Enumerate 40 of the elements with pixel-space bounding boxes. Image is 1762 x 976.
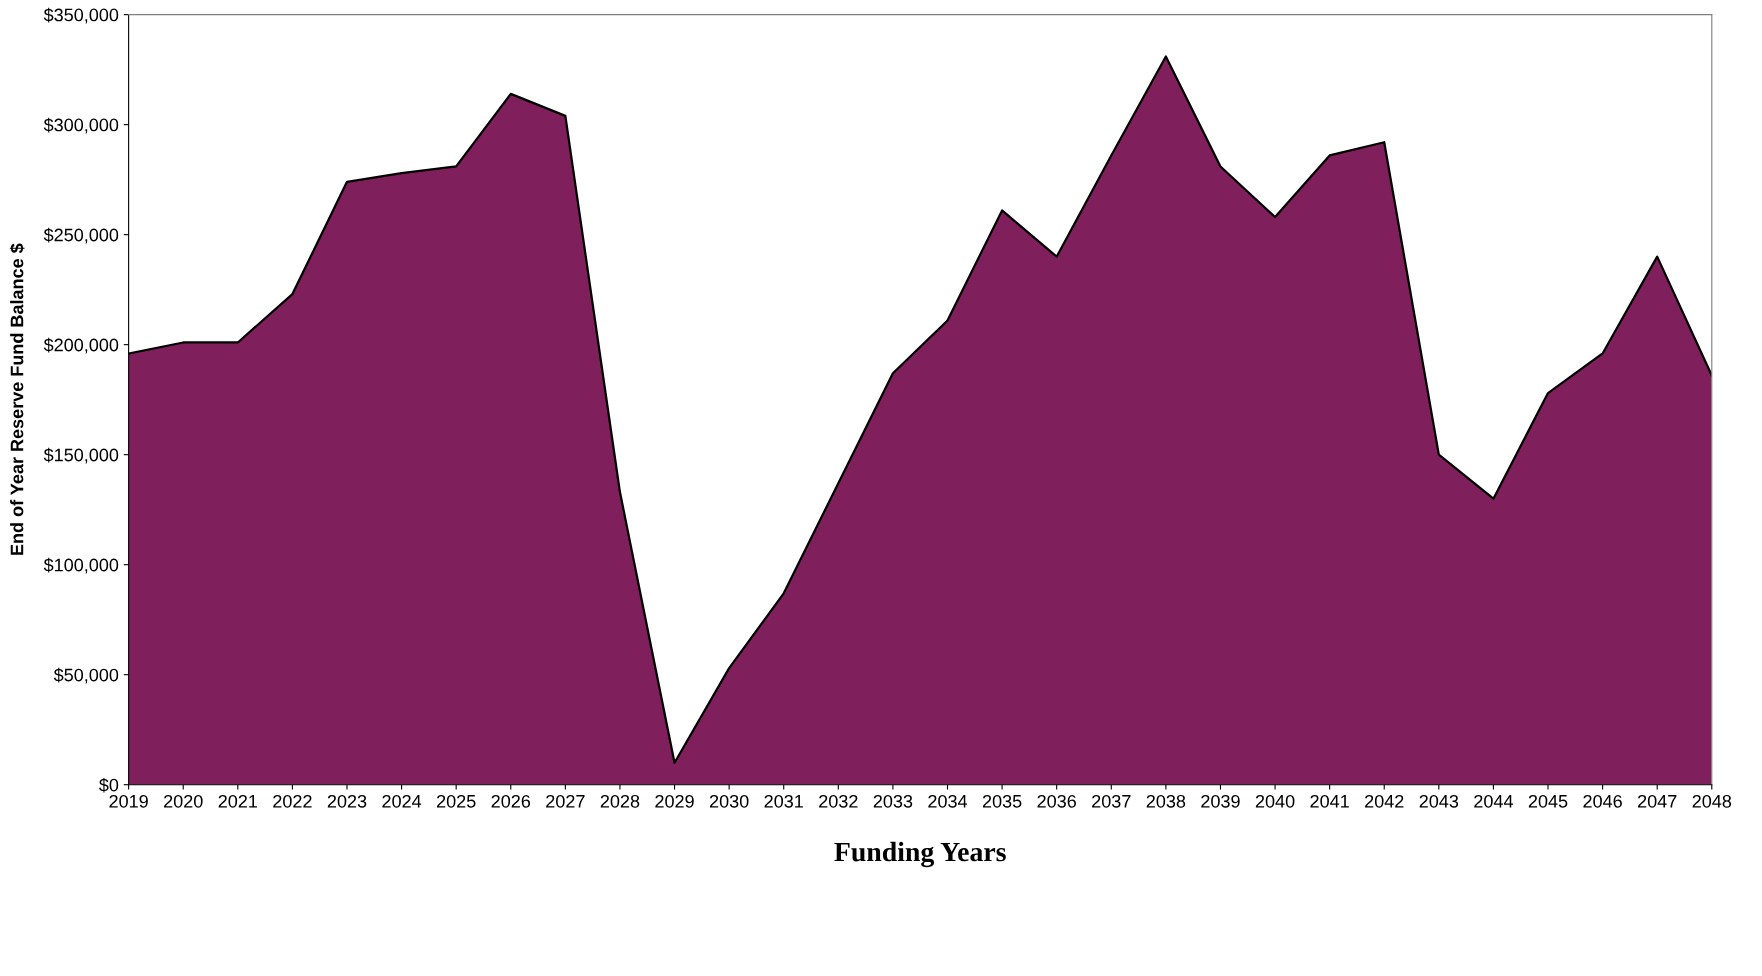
x-tick-label: 2041 — [1310, 794, 1349, 808]
x-tick-label: 2032 — [819, 794, 858, 808]
x-tick-label: 2048 — [1692, 794, 1732, 808]
x-tick-label: 2026 — [491, 794, 531, 808]
x-tick-label: 2025 — [437, 794, 476, 808]
y-tick-label: $300,000 — [43, 117, 119, 134]
y-tick-label: $250,000 — [43, 227, 119, 244]
x-tick-label: 2036 — [1037, 794, 1076, 808]
x-tick-label: 2023 — [327, 794, 367, 808]
x-tick-label: 2040 — [1255, 794, 1295, 808]
x-tick-label: 2027 — [546, 794, 585, 808]
x-tick-label: 2035 — [982, 794, 1022, 808]
y-tick-label: $0 — [99, 777, 119, 793]
x-tick-label: 2044 — [1474, 794, 1513, 808]
x-tick-label: 2043 — [1419, 794, 1459, 808]
x-tick-label: 2020 — [164, 794, 203, 808]
y-tick-label: $50,000 — [53, 667, 119, 684]
y-tick-label: $150,000 — [43, 447, 119, 464]
y-tick-label: $100,000 — [43, 557, 119, 574]
x-tick-label: 2047 — [1638, 794, 1677, 808]
x-tick-label: 2029 — [655, 794, 694, 808]
x-tick-label: 2042 — [1365, 794, 1404, 808]
x-tick-label: 2021 — [218, 794, 258, 808]
x-tick-label: 2022 — [273, 794, 312, 808]
x-tick-label: 2030 — [709, 794, 749, 808]
y-tick-label: $200,000 — [43, 337, 119, 354]
x-tick-label: 2046 — [1583, 794, 1622, 808]
x-tick-label: 2019 — [109, 794, 148, 808]
x-tick-label: 2038 — [1146, 794, 1186, 808]
x-tick-label: 2033 — [873, 794, 913, 808]
x-tick-label: 2045 — [1528, 794, 1568, 808]
y-axis-title: End of Year Reserve Fund Balance $ — [9, 243, 25, 555]
y-tick-label: $350,000 — [43, 7, 119, 24]
x-tick-label: 2034 — [928, 794, 968, 808]
x-tick-label: 2037 — [1092, 794, 1131, 808]
x-tick-label: 2028 — [600, 794, 640, 808]
x-tick-label: 2031 — [764, 794, 803, 808]
x-axis-title: Funding Years — [834, 841, 1006, 868]
x-tick-label: 2039 — [1201, 794, 1240, 808]
x-tick-label: 2024 — [382, 794, 422, 808]
